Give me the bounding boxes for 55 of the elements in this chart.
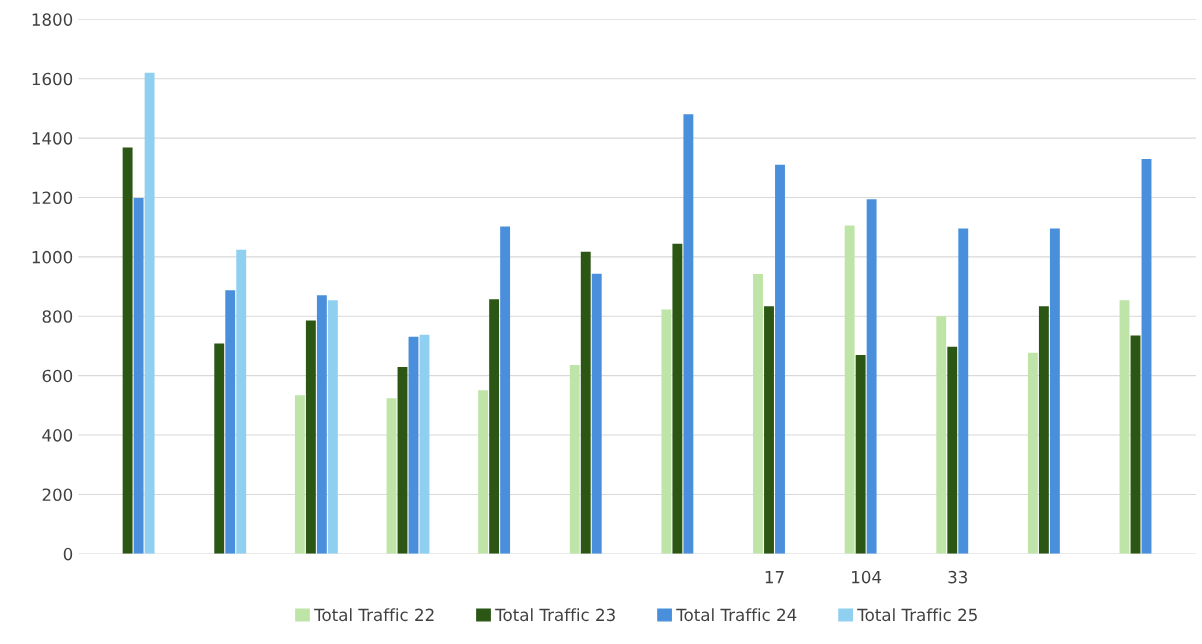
bar xyxy=(214,343,225,554)
y-tick-label: 800 xyxy=(42,310,73,323)
bar xyxy=(386,398,397,554)
bar xyxy=(397,367,408,554)
y-tick-label: 1200 xyxy=(32,191,73,205)
bar xyxy=(419,334,430,554)
y-tick-label: 0 xyxy=(63,547,73,561)
bar xyxy=(1049,228,1060,554)
bar xyxy=(855,354,866,554)
x-tick-label: 33 xyxy=(948,570,968,584)
bar xyxy=(775,164,785,554)
bar xyxy=(569,364,580,554)
bar xyxy=(1130,335,1141,554)
legend-label: Total Traffic 25 xyxy=(857,608,977,622)
bar xyxy=(1038,306,1049,554)
bar xyxy=(753,274,763,554)
bar xyxy=(316,295,327,554)
bar xyxy=(489,299,500,554)
bar xyxy=(225,290,236,554)
y-tick-label: 1800 xyxy=(32,13,73,26)
bar xyxy=(305,320,316,554)
x-tick-label: 17 xyxy=(765,571,784,584)
y-tick-label: 1600 xyxy=(32,72,73,86)
bar xyxy=(683,114,694,554)
legend-label: Total Traffic 24 xyxy=(676,608,797,622)
bar xyxy=(236,249,247,554)
bar xyxy=(500,226,511,554)
x-tick-label: 104 xyxy=(852,570,882,584)
bar xyxy=(144,72,155,554)
bar xyxy=(1119,300,1130,554)
bar xyxy=(133,198,144,554)
y-tick-label: 600 xyxy=(42,369,73,383)
bar xyxy=(122,147,133,554)
y-tick-label: 1400 xyxy=(32,132,73,145)
bar xyxy=(672,243,683,554)
bar xyxy=(294,395,305,554)
y-tick-label: 400 xyxy=(42,429,73,442)
y-tick-label: 1000 xyxy=(32,250,73,264)
bar xyxy=(580,251,591,554)
bar xyxy=(478,390,489,554)
bar xyxy=(661,309,672,554)
bar xyxy=(936,316,947,554)
bar xyxy=(591,273,602,554)
legend-label: Total Traffic 22 xyxy=(314,608,434,622)
bar xyxy=(958,228,969,554)
bar xyxy=(844,225,855,554)
bar xyxy=(947,346,958,554)
bar xyxy=(408,336,419,554)
legend-label: Total Traffic 23 xyxy=(495,608,615,622)
y-tick-label: 200 xyxy=(42,488,73,502)
bar xyxy=(866,199,877,554)
bar xyxy=(764,306,774,554)
bar xyxy=(327,300,338,554)
bar xyxy=(1027,352,1038,554)
bar xyxy=(1141,158,1152,554)
